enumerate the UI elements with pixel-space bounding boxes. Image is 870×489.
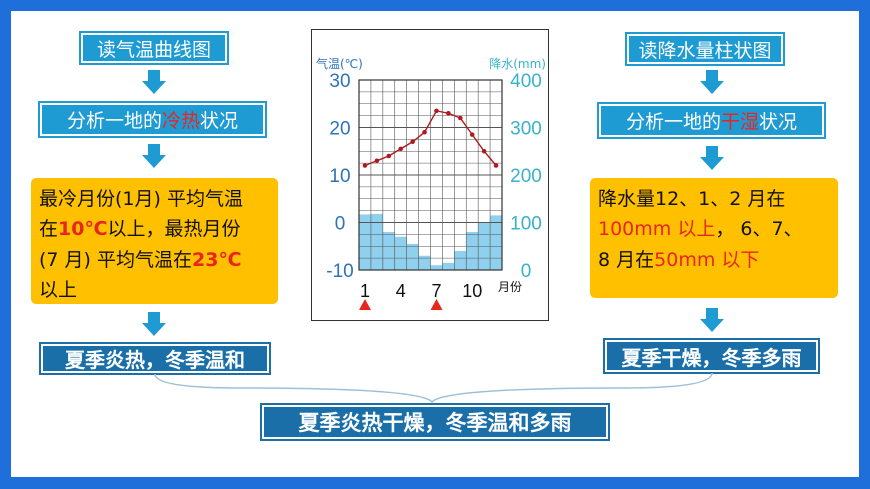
precip-bar [442, 262, 455, 270]
down-arrow-icon [142, 144, 166, 168]
analyze-heat-highlight: 冷热 [161, 110, 200, 132]
note-text: 在 [39, 218, 59, 241]
precipitation-note-line-2: 100mm 以上， 6、7、 [598, 214, 830, 244]
read-precipitation-bars-box: 读降水量柱状图 [627, 34, 783, 64]
note-text: (7 月) 平均气温在 [39, 248, 192, 271]
temperature-point [493, 163, 499, 168]
temperature-note: 最冷月份(1月) 平均气温 在10℃以上，最热月份 (7 月) 平均气温在23℃… [31, 178, 278, 304]
precip-tick-label: 200 [510, 166, 542, 187]
month-tick-label: 7 [431, 281, 441, 301]
read-temperature-curve-box: 读气温曲线图 [81, 33, 227, 63]
note-value-coldest: 10℃ [58, 218, 108, 241]
conclusion-label: 夏季炎热干燥，冬季温和多雨 [298, 411, 572, 435]
temp-tick-label: 20 [329, 119, 350, 140]
note-value-hottest: 23℃ [192, 248, 242, 271]
precip-tick-label: 400 [510, 71, 542, 92]
down-arrow-icon [142, 312, 166, 336]
down-arrow-icon [700, 146, 724, 170]
precip-bar [382, 232, 395, 270]
temperature-note-line-4: 以上 [39, 279, 78, 302]
precip-bar [370, 213, 383, 270]
temp-tick-label: 10 [329, 166, 350, 187]
precip-bar [454, 251, 467, 270]
read-precipitation-bars-label: 读降水量柱状图 [638, 39, 772, 62]
read-temperature-curve-label: 读气温曲线图 [96, 38, 211, 61]
precipitation-note-line-3: 8 月在50mm 以下 [598, 245, 830, 275]
note-text: 8 月在 [598, 248, 655, 271]
temp-axis-label: 气温(℃) [316, 56, 363, 71]
down-arrow-icon [700, 70, 724, 94]
temperature-point [469, 132, 475, 137]
down-arrow-icon [700, 308, 724, 332]
bottom-frame-bar [0, 477, 870, 489]
temperature-point [457, 115, 463, 121]
precip-bar [430, 265, 443, 270]
precip-tick-label: 100 [510, 214, 542, 235]
month-marker-icon [359, 299, 371, 310]
temp-tick-label: 0 [335, 214, 346, 235]
precipitation-note: 降水量12、1、2 月在 100mm 以上， 6、7、 8 月在50mm 以下 [590, 178, 838, 298]
temperature-note-line-2: 在10℃以上，最热月份 [39, 214, 270, 244]
analyze-heat-suffix: 状况 [200, 110, 239, 132]
month-marker-icon [430, 299, 443, 310]
temp-tick-label: 30 [329, 71, 350, 92]
temperature-point [374, 158, 380, 164]
temperature-note-line-3: (7 月) 平均气温在23℃ [39, 245, 270, 275]
down-arrow-icon [142, 70, 166, 94]
precip-bar [394, 236, 407, 270]
analyze-wet-box: 分析一地的 干湿 状况 [599, 104, 824, 137]
precip-bar [359, 214, 371, 270]
precip-tick-label: 300 [510, 119, 542, 140]
top-frame-bar [0, 0, 870, 11]
precip-bar [490, 215, 502, 270]
note-value-wet: 100mm 以上 [598, 218, 716, 241]
month-tick-label: 4 [396, 281, 406, 301]
temperature-point [422, 129, 427, 135]
left-result-label: 夏季炎热，冬季温和 [65, 348, 245, 372]
precip-bar [406, 243, 419, 270]
precip-axis-label: 降水(mm) [489, 57, 546, 71]
note-text: 以上，最热月份 [107, 218, 241, 241]
left-frame-bar [0, 11, 11, 477]
temperature-point [434, 108, 439, 114]
temperature-point [386, 153, 392, 159]
right-result-box: 夏季干燥，冬季多雨 [605, 340, 818, 372]
left-result-box: 夏季炎热，冬季温和 [41, 344, 269, 373]
analyze-heat-prefix: 分析一地的 [66, 110, 162, 132]
analyze-wet-highlight: 干湿 [720, 111, 759, 133]
climate-chart-panel: 30 20 10 0 -10 400 300 200 100 0 气温(℃) 降水(mm) 1 4 7 10 月… [311, 29, 549, 321]
temperature-point [410, 139, 415, 145]
temperature-point [398, 146, 404, 152]
temperature-note-line-1: 最冷月份(1月) 平均气温 [39, 188, 243, 210]
month-tick-label: 1 [360, 281, 370, 301]
month-tick-label: 10 [462, 281, 482, 301]
analyze-wet-prefix: 分析一地的 [625, 111, 721, 133]
conclusion-box: 夏季炎热干燥，冬季温和多雨 [262, 405, 608, 439]
analyze-heat-box: 分析一地的 冷热 状况 [40, 103, 265, 136]
note-text: ， 6、7、 [715, 218, 803, 241]
temperature-point [446, 110, 451, 116]
right-result-label: 夏季干燥，冬季多雨 [621, 345, 802, 370]
precipitation-note-line-1: 降水量12、1、2 月在 [598, 188, 786, 210]
temperature-point [481, 148, 487, 154]
note-value-dry: 50mm 以下 [654, 248, 760, 271]
precip-tick-label: 0 [521, 261, 532, 282]
temperature-point [362, 163, 368, 168]
precip-bar [418, 255, 431, 270]
month-axis-unit: 月份 [498, 280, 522, 294]
precip-bar [466, 232, 479, 270]
temp-tick-label: -10 [326, 261, 353, 282]
right-frame-bar [859, 11, 870, 477]
analyze-wet-suffix: 状况 [759, 111, 798, 133]
plot-frame [358, 79, 503, 271]
